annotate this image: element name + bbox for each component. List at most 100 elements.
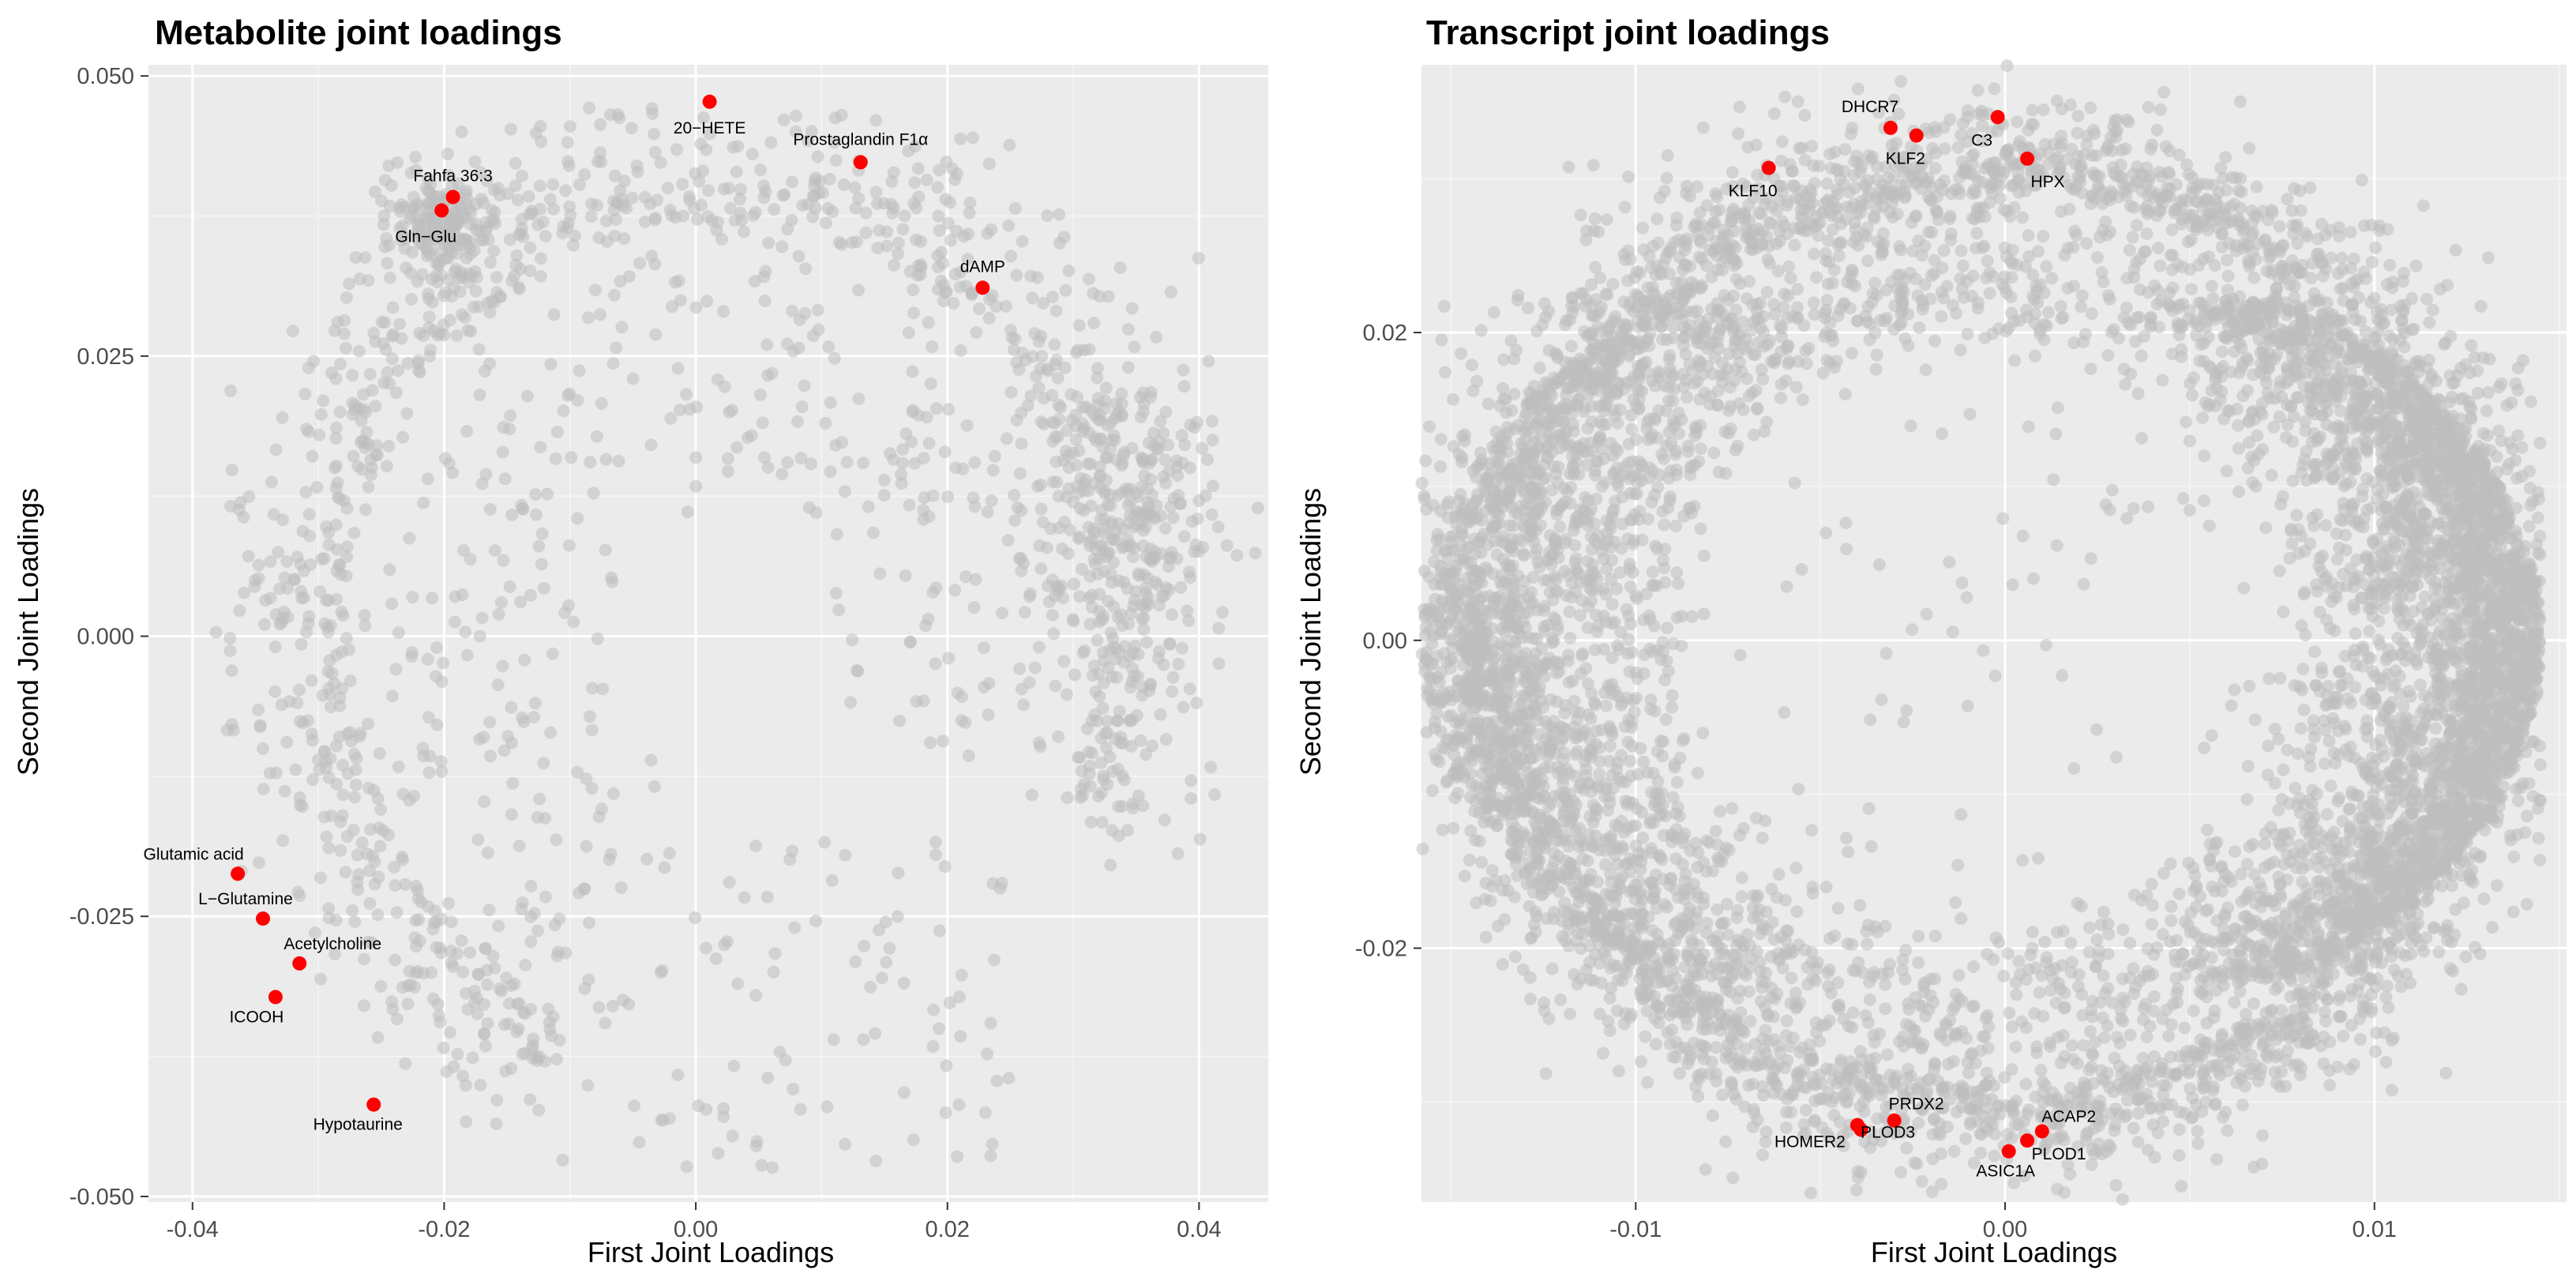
scatter-point (1176, 642, 1188, 655)
scatter-point (948, 174, 961, 186)
scatter-point (983, 157, 996, 170)
scatter-point (939, 445, 952, 458)
scatter-point (2132, 387, 2145, 400)
scatter-point (412, 892, 425, 905)
scatter-point (1072, 532, 1085, 545)
scatter-point (389, 663, 402, 675)
scatter-point (838, 178, 851, 191)
scatter-point (537, 216, 550, 228)
scatter-point (210, 626, 223, 639)
scatter-point (1002, 220, 1015, 232)
scatter-point (899, 569, 912, 582)
scatter-point (517, 716, 530, 728)
scatter-point (2002, 947, 2015, 960)
scatter-point (759, 265, 772, 277)
scatter-point (646, 102, 659, 115)
scatter-point (1027, 350, 1039, 363)
scatter-point (903, 499, 916, 512)
scatter-point (832, 603, 845, 616)
scatter-point (1014, 468, 1027, 480)
scatter-point (472, 968, 485, 980)
scatter-point (893, 715, 906, 727)
scatter-point (849, 181, 862, 194)
scatter-point (878, 474, 891, 487)
scatter-point (1065, 388, 1077, 400)
scatter-point (1714, 805, 1726, 817)
scatter-point (1072, 751, 1084, 764)
scatter-point (1096, 816, 1109, 828)
scatter-point (2281, 193, 2293, 205)
scatter-point (1221, 539, 1234, 552)
scatter-point (754, 163, 767, 176)
scatter-point (2146, 138, 2158, 151)
scatter-point (754, 389, 767, 401)
scatter-point (591, 155, 604, 167)
scatter-point (336, 759, 349, 772)
scatter-point (700, 144, 712, 156)
scatter-point (478, 795, 490, 808)
scatter-point (781, 457, 794, 469)
scatter-point (1033, 641, 1046, 654)
scatter-point (931, 181, 944, 194)
scatter-point (521, 390, 534, 403)
scatter-point (1208, 788, 1221, 801)
scatter-point (1470, 375, 1483, 388)
scatter-point (226, 464, 238, 476)
scatter-point (1067, 615, 1080, 628)
scatter-point (265, 475, 278, 488)
scatter-point (1601, 213, 1613, 226)
scatter-point (392, 626, 405, 639)
scatter-point (722, 465, 734, 478)
scatter-point (942, 403, 955, 415)
scatter-point (1167, 671, 1180, 684)
scatter-point (869, 186, 882, 198)
scatter-point (2235, 186, 2247, 198)
highlight-point (703, 95, 717, 109)
scatter-point (671, 1069, 684, 1081)
scatter-point (594, 308, 606, 321)
scatter-point (1670, 219, 1683, 231)
scatter-point (242, 490, 255, 503)
scatter-point (888, 167, 900, 179)
scatter-point (761, 369, 774, 381)
scatter-point (442, 897, 455, 910)
scatter-point (559, 947, 572, 960)
scatter-point (2012, 955, 2025, 968)
scatter-point (1761, 286, 1774, 299)
scatter-point (362, 274, 375, 287)
scatter-point (563, 160, 576, 172)
scatter-point (336, 809, 349, 821)
scatter-point (2354, 1033, 2367, 1046)
scatter-point (372, 908, 385, 921)
scatter-point (963, 750, 975, 762)
scatter-point (682, 505, 694, 518)
scatter-point (298, 592, 310, 604)
scatter-point (1053, 209, 1065, 221)
scatter-point (1482, 397, 1495, 410)
scatter-point (607, 357, 620, 370)
scatter-point (2458, 896, 2470, 909)
scatter-point (2222, 270, 2235, 283)
scatter-point (323, 842, 336, 855)
scatter-point (607, 194, 620, 207)
scatter-point (2083, 922, 2096, 934)
scatter-point (1504, 519, 1516, 532)
scatter-point (878, 489, 891, 502)
scatter-point (626, 192, 639, 205)
scatter-point (1061, 688, 1073, 701)
scatter-point (547, 203, 560, 216)
scatter-point (1093, 588, 1106, 601)
scatter-point (356, 836, 369, 849)
scatter-point (1928, 335, 1941, 348)
scatter-point (2010, 988, 2022, 1001)
scatter-point (340, 342, 352, 355)
scatter-point (2167, 282, 2180, 295)
scatter-point (310, 481, 323, 494)
scatter-point (1204, 761, 1217, 773)
scatter-point (427, 922, 440, 935)
scatter-point (287, 325, 299, 337)
scatter-point (306, 674, 318, 687)
scatter-point (1158, 471, 1170, 483)
scatter-point (332, 476, 344, 489)
scatter-point (1604, 740, 1617, 753)
